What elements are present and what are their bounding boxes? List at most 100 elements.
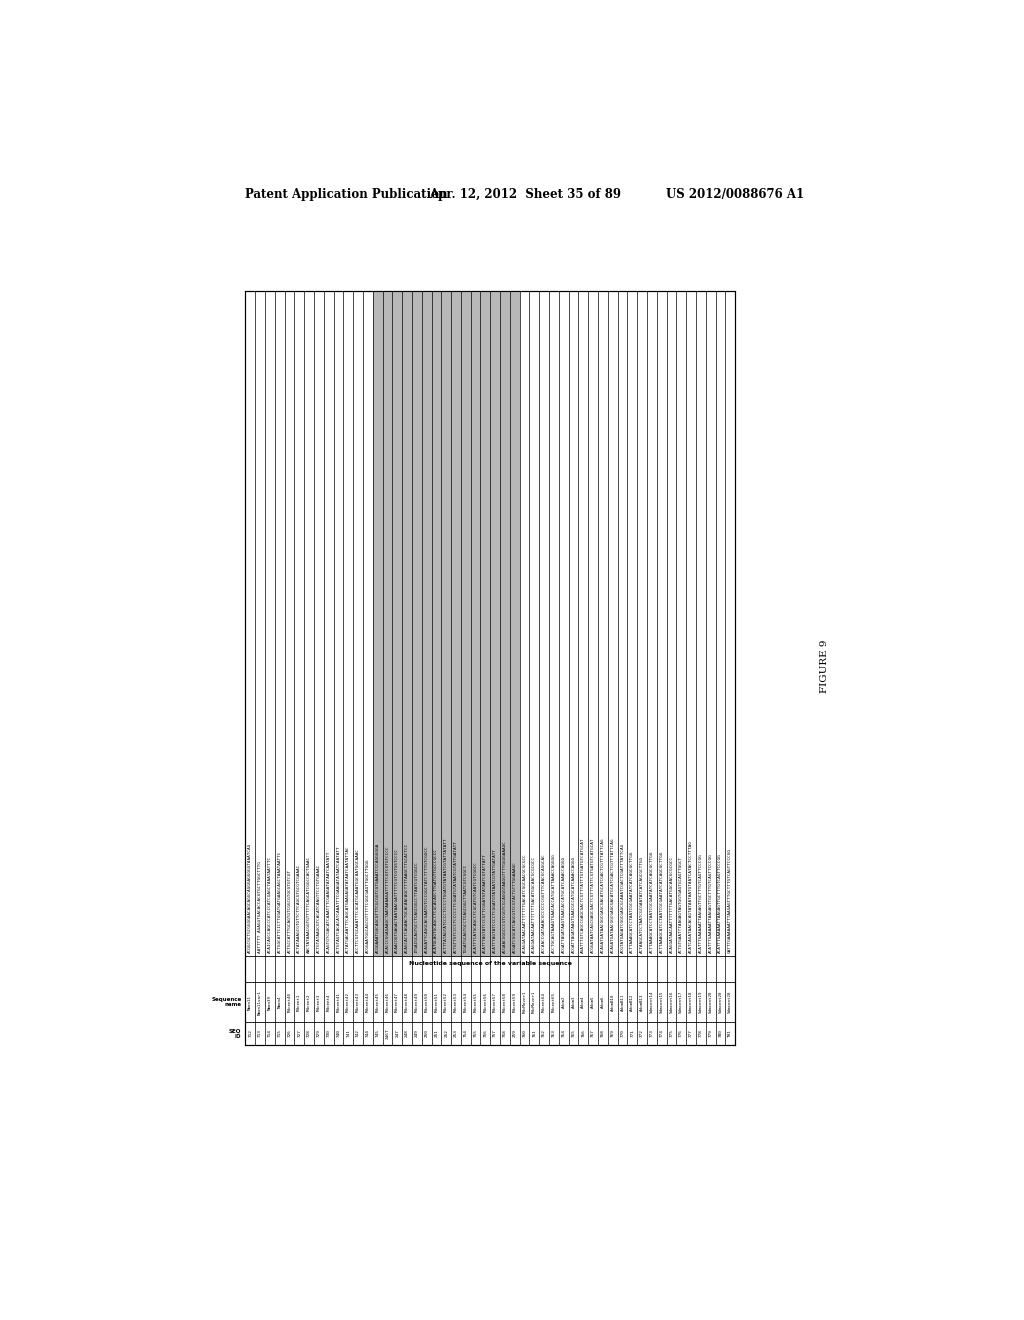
Text: ACGATCGGCATCAGCGTCCGTACTGTTTGGAAAGC: ACGATCGGCATCAGCGTCCGTACTGTTTGGAAAGC <box>513 862 517 953</box>
Text: ACCTTCGTGCAAATTTCGCATGCAAATGGCAATGGCAAAC: ACCTTCGTGCAAATTTCGCATGCAAATGGCAATGGCAAAC <box>356 849 360 953</box>
Text: ACTGTAGTCACACATCAAATTTCGAAGATATAATCAATATT: ACTGTAGTCACACATCAAATTTCGAAGATATAATCAATAT… <box>337 846 341 953</box>
Text: Mdcent41: Mdcent41 <box>337 993 341 1012</box>
Text: 760: 760 <box>522 1030 526 1038</box>
Text: Sdmcent15: Sdmcent15 <box>659 991 664 1014</box>
Text: Mdcent50: Mdcent50 <box>425 993 429 1012</box>
Text: Mdcent53: Mdcent53 <box>454 993 458 1012</box>
Text: ACGTATGAGATCGGCGAGCGCAAATCGACTCGATTTATTCAG: ACGTATGAGATCGGCGAGCGCAAATCGACTCGATTTATTC… <box>621 843 625 953</box>
Text: 248: 248 <box>406 1030 409 1038</box>
Text: Mmon11: Mmon11 <box>249 994 252 1010</box>
Text: Sdmcent20: Sdmcent20 <box>719 991 722 1014</box>
Text: AATTTTT AGAGGTGACACCACGTGCTTGGCTTTG: AATTTTT AGAGGTGACACCACGTGCTTGGCTTTG <box>258 862 262 953</box>
Text: AdcmB13: AdcmB13 <box>640 993 644 1011</box>
Text: ITGAIGCAGTGCCTCAGCGGCCTTAATCGTCGGCC: ITGAIGCAGTGCCTCAGCGGCCTTAATCGTCGGCC <box>415 862 419 953</box>
Text: ACTGCCATTTGCAGTGTCGGCGTGCGTGTCGT: ACTGCCATTTGCAGTGTCGGCGTGCGTGTCGT <box>288 870 292 953</box>
Text: FIGURE 9: FIGURE 9 <box>820 640 829 693</box>
Text: Sdmcent20: Sdmcent20 <box>709 991 713 1014</box>
Text: TH1: TH1 <box>728 1030 732 1038</box>
Text: ACATTTCATGCAGCCTCGCATGTCAATCGTCGGCC: ACATTTCATGCAGCCTCGCATGTCAATCGTCGGCC <box>473 862 477 953</box>
Text: ACAACOGTGAGACTAATAACGATTTTTCGTCGTGSTCCCC: ACAACOGTGAGACTAATAACGATTTTTCGTCGTGSTCCCC <box>395 849 399 953</box>
Text: AdcmB11: AdcmB11 <box>621 993 625 1011</box>
Text: Adcm4: Adcm4 <box>582 995 586 1008</box>
Text: Adcm2: Adcm2 <box>562 995 565 1008</box>
Text: Apr. 12, 2012  Sheet 35 of 89: Apr. 12, 2012 Sheet 35 of 89 <box>429 187 621 201</box>
Text: 776: 776 <box>679 1030 683 1038</box>
Text: Mdcent59: Mdcent59 <box>513 993 517 1012</box>
Text: Mdcent55: Mdcent55 <box>473 993 477 1012</box>
Text: 259: 259 <box>513 1030 517 1038</box>
Text: ACAGTGTCGACATCAAATTTCGAAGATATAATCAATATT: ACAGTGTCGACATCAAATTTCGAAGATATAATCAATATT <box>327 851 331 953</box>
Text: 715: 715 <box>278 1030 282 1038</box>
Text: 761: 761 <box>532 1030 537 1038</box>
Text: 765: 765 <box>571 1030 575 1038</box>
Text: ACATTTGAAAAATTAAGAGTTGCTTTGTCAGTTCCCGG: ACATTTGAAAAATTAAGAGTTGCTTTGTCAGTTCCCGG <box>719 854 722 953</box>
Text: Mdcent49: Mdcent49 <box>415 993 419 1012</box>
Text: ACTTAAAGCATCCTAATCGCGAATATCATCAGCGCTTGG: ACTTAAAGCATCCTAATCGCGAATATCATCAGCGCTTGG <box>650 851 654 953</box>
Text: ACTATGACAATTTCAGCATGAAGAGATATAATCAATATTAC: ACTATGACAATTTCAGCATGAAGAGATATAATCAATATTA… <box>346 846 350 953</box>
Text: SEQ
ID: SEQ ID <box>229 1028 242 1039</box>
Text: ACTTAAAGCATCCTAATCGCGAATATCATCAGCGCTTGG: ACTTAAAGCATCCTAATCGCGAATATCATCAGCGCTTGG <box>631 851 634 953</box>
Text: 770: 770 <box>621 1030 625 1038</box>
Text: 757: 757 <box>494 1030 498 1038</box>
Text: AGATTTGTCAGCCGAGCGACTCGTTTATTTGTGATGTCATGCAT: AGATTTGTCAGCCGAGCGACTCGTTTATTTGTGATGTCAT… <box>582 838 586 953</box>
Text: 773: 773 <box>650 1030 654 1038</box>
Text: ACATTTGAAAAATTAAGAGTTGCTTTGTCAGTTCCCGG: ACATTTGAAAAATTAAGAGTTGCTTTGTCAGTTCCCGG <box>709 854 713 953</box>
Text: 745: 745 <box>376 1030 380 1038</box>
Text: 754: 754 <box>464 1030 468 1038</box>
Text: Mdcent52: Mdcent52 <box>444 993 449 1012</box>
Text: Mdcent2: Mdcent2 <box>307 993 311 1011</box>
Text: Sdmcent18: Sdmcent18 <box>689 991 693 1014</box>
Text: Mmon4: Mmon4 <box>278 995 282 1008</box>
Text: ACTGTGAATTTAAGAGTAGTGGTGAGTGCAGTTGGCT: ACTGTGAATTTAAGAGTAGTGGTGAGTGCAGTTGGCT <box>679 857 683 953</box>
Text: Mdcent1: Mdcent1 <box>297 993 301 1011</box>
Text: US 2012/0088676 A1: US 2012/0088676 A1 <box>666 187 804 201</box>
Text: 767: 767 <box>591 1030 595 1038</box>
Text: Patent Application Publication: Patent Application Publication <box>246 187 447 201</box>
Text: ACAGGATAACAATTTTTTTGACATCGGCAACGCGCGCC: ACAGGATAACAATTTTTTTGACATCGGCAACGCGCGCC <box>522 854 526 953</box>
Text: Mdcent3: Mdcent3 <box>316 993 321 1011</box>
Text: 729: 729 <box>316 1030 321 1038</box>
Text: 778: 778 <box>698 1030 702 1038</box>
Text: ACATCAGATAACACAGTATAATAATGTAATCATACTCCTTTAG: ACATCAGATAACACAGTATAATAATGTAATCATACTCCTT… <box>689 841 693 953</box>
Text: ACAGATGATAACGGCGAGCGACATGCATCGACTCGTTTATTCAG: ACAGATGATAACGGCGAGCGACATGCATCGACTCGTTTAT… <box>601 838 605 953</box>
Text: ACTGTATAAGCGTCACATCAAGTTCCTGTGAAAC: ACTGTATAAGCGTCACATCAAGTTCCTGTGAAAC <box>316 865 321 953</box>
Text: ACGATTAGATAAGTGAACACCATGCATCAAACCAGGG: ACGATTAGATAAGTGAACACCATGCATCAAACCAGGG <box>562 857 565 953</box>
Text: ACATTTAGTATCCCGTTCGGATGTATAATCGTATTATT: ACATTTAGTATCCCGTTCGGATGTATAATCGTATTATT <box>483 854 487 953</box>
Text: 251: 251 <box>434 1030 438 1038</box>
Text: Mdcent58: Mdcent58 <box>503 993 507 1012</box>
Text: 771: 771 <box>631 1030 634 1038</box>
Text: ACCAACCGATAAACGCCCCCCGGTTTCAACGCAGGCAC: ACCAACCGATAAACGCCCCCCGGTTTCAACGCAGGCAC <box>542 854 546 953</box>
Text: ACGGAAATGGCAGCGTTTCGCGGTCGTGAAATCCCAGGGGGA: ACGGAAATGGCAGCGTTTCGCGGTCGTGAAATCCCAGGGG… <box>376 843 380 953</box>
Text: 769: 769 <box>610 1030 614 1038</box>
Text: ACATTTAGTATCCCCTCGGATGTATAATCGTATTGATATT: ACATTTAGTATCCCCTCGGATGTATAATCGTATTGATATT <box>494 849 498 953</box>
Text: 763: 763 <box>552 1030 556 1038</box>
Text: Mdcent43: Mdcent43 <box>356 993 360 1012</box>
Text: Sequence
name: Sequence name <box>211 997 242 1007</box>
Text: Mdcent44: Mdcent44 <box>366 993 370 1012</box>
Text: 772: 772 <box>640 1030 644 1038</box>
Text: 741: 741 <box>346 1030 350 1038</box>
Bar <box>373 290 519 956</box>
Text: MdcMover1: MdcMover1 <box>522 991 526 1014</box>
Text: 744: 744 <box>366 1030 370 1038</box>
Text: 712: 712 <box>249 1030 252 1038</box>
Text: Mdcent65: Mdcent65 <box>552 993 556 1012</box>
Text: Mdcent51: Mdcent51 <box>434 993 438 1012</box>
Text: 247: 247 <box>395 1030 399 1038</box>
Text: 756: 756 <box>483 1030 487 1038</box>
Text: Sdmcent19: Sdmcent19 <box>698 991 702 1014</box>
Text: ACAGCACTCAGAACTGCACAACAGCTTTTAAGCTTGCACTCC: ACAGCACTCAGAACTGCACAACAGCTTTTAAGCTTGCACT… <box>406 843 409 953</box>
Text: Mdcent45: Mdcent45 <box>376 993 380 1012</box>
Text: Sdmcent14: Sdmcent14 <box>650 991 654 1014</box>
Text: 713: 713 <box>258 1030 262 1038</box>
Text: 250: 250 <box>425 1030 429 1038</box>
Text: AdcmB12: AdcmB12 <box>631 993 634 1011</box>
Text: AACTATAAACGGTGTTTTTCAGCATCGGCCACTGAAC: AACTATAAACGGTGTTTTTCAGCATCGGCCACTGAAC <box>307 857 311 953</box>
Text: Sdmcent17: Sdmcent17 <box>679 991 683 1014</box>
Text: ACTATAAAGCGTGTTCTTCAGCGTGCGTCGAAAC: ACTATAAAGCGTGTTCTTCAGCGTGCGTCGAAAC <box>297 865 301 953</box>
Text: 768: 768 <box>601 1030 605 1038</box>
Text: ACCTGCAGTAAAGTGAACACCATGCATTAAACCAGGGG: ACCTGCAGTAAAGTGAACACCATGCATTAAACCAGGGG <box>552 854 556 953</box>
Text: ACGAACGGGCCCGTCGGTCGCAGGGTAAGGTTTTGGGGAAAGC: ACGAACGGGCCCGTCGGTCGCAGGGTAAGGTTTTGGGGAA… <box>503 841 507 953</box>
Text: ACAGGATAACAATTTTTTTGACATGGCAACGCGCGCC: ACAGGATAACAATTTTTTTGACATGGCAACGCGCGCC <box>532 857 537 953</box>
Text: Adcm6: Adcm6 <box>601 995 605 1008</box>
